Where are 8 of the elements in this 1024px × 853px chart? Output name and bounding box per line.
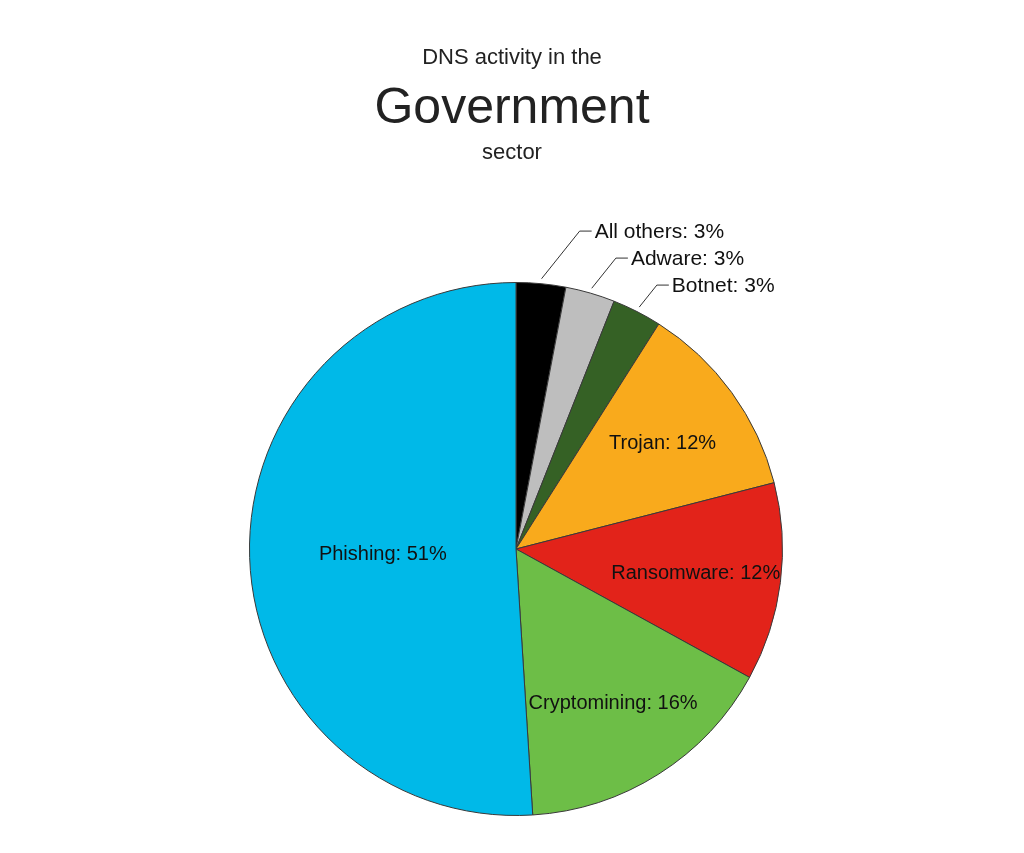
slice-label: Adware: 3% [630, 245, 745, 272]
slice-label: Phishing: 51% [318, 541, 447, 567]
slice-label: Trojan: 12% [609, 430, 717, 456]
slice-label: All others: 3% [594, 218, 725, 245]
slice-label: Ransomware: 12% [611, 559, 781, 585]
slice-label: Cryptomining: 16% [528, 690, 698, 715]
slice-label: Botnet: 3% [671, 272, 775, 299]
chart-title: DNS activity in the Government sector [373, 44, 651, 164]
